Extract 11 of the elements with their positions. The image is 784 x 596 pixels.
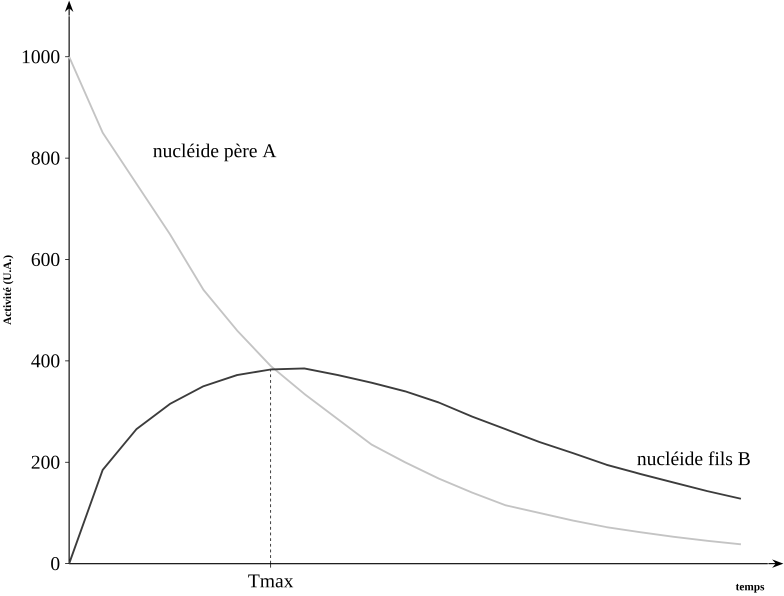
x-axis-title: temps <box>736 584 764 593</box>
series-label: nucléide père A <box>153 144 276 162</box>
y-tick-label: 200 <box>32 456 60 469</box>
y-tick-label: 600 <box>32 253 60 266</box>
series-label: nucléide fils B <box>637 451 750 466</box>
y-tick-label: 1000 <box>22 50 60 64</box>
y-tick-label: 0 <box>51 557 60 570</box>
y-tick-label: 400 <box>31 354 60 368</box>
x-tick-label: Tmax <box>248 574 294 588</box>
y-axis-title: Activité (U.A.) <box>3 256 14 325</box>
y-tick-label: 800 <box>32 152 60 165</box>
